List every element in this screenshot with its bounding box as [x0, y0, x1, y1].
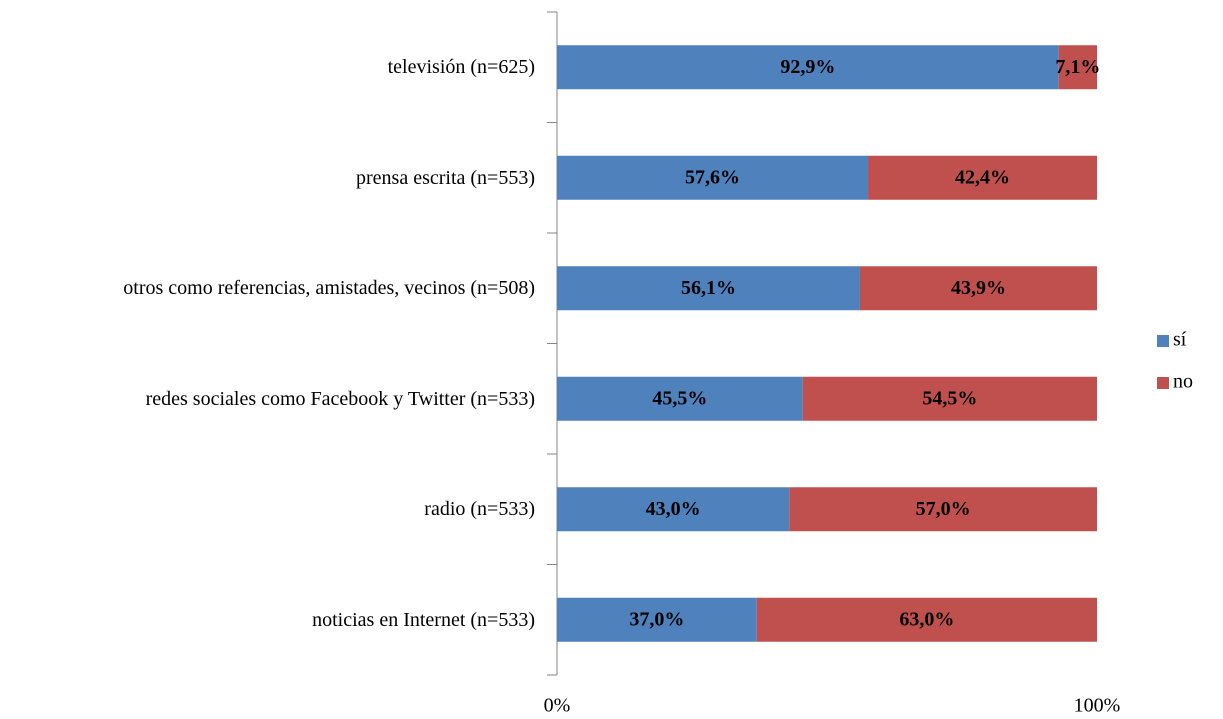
data-label: 7,1%: [1055, 56, 1100, 78]
data-label: 43,9%: [951, 277, 1006, 299]
category-label-box: prensa escrita (n=553): [0, 138, 535, 218]
data-label: 42,4%: [955, 166, 1010, 188]
y-tick-label: televisión (n=625): [387, 56, 535, 79]
data-label: 54,5%: [922, 387, 977, 409]
y-tick-label: noticias en Internet (n=533): [312, 608, 535, 631]
bar-segment: [802, 376, 1097, 421]
legend-swatch: [1157, 377, 1169, 389]
bar-segment: [1058, 45, 1097, 90]
category-label-box: televisión (n=625): [0, 27, 535, 107]
legend-label: no: [1173, 371, 1193, 393]
bar-segment: [756, 597, 1097, 642]
y-tick-label: radio (n=533): [424, 498, 535, 521]
data-label: 43,0%: [646, 498, 701, 520]
bar-segment: [859, 266, 1097, 311]
data-label: 45,5%: [652, 387, 707, 409]
data-label: 56,1%: [681, 277, 736, 299]
bar-segment: [557, 266, 860, 311]
legend-swatch: [1157, 335, 1169, 347]
category-label-box: otros como referencias, amistades, vecin…: [0, 248, 535, 328]
y-tick-label: otros como referencias, amistades, vecin…: [123, 277, 535, 300]
data-label: 57,6%: [685, 166, 740, 188]
data-label: 37,0%: [629, 608, 684, 630]
data-label: 63,0%: [899, 608, 954, 630]
bar-segment: [557, 487, 790, 532]
bar-segment: [789, 487, 1097, 532]
y-tick-label: redes sociales como Facebook y Twitter (…: [145, 387, 535, 410]
data-label: 57,0%: [916, 498, 971, 520]
bar-segment: [557, 376, 803, 421]
data-label: 92,9%: [780, 56, 835, 78]
bar-segment: [557, 155, 869, 200]
x-tick-label: 0%: [544, 695, 571, 717]
y-tick-label: prensa escrita (n=553): [356, 166, 535, 189]
x-tick-label: 100%: [1074, 695, 1121, 717]
legend-label: sí: [1173, 329, 1187, 351]
category-label-box: radio (n=533): [0, 469, 535, 549]
bar-segment: [557, 45, 1059, 90]
category-label-box: redes sociales como Facebook y Twitter (…: [0, 359, 535, 439]
bar-segment: [868, 155, 1097, 200]
category-label-box: noticias en Internet (n=533): [0, 580, 535, 660]
bar-segment: [557, 597, 757, 642]
